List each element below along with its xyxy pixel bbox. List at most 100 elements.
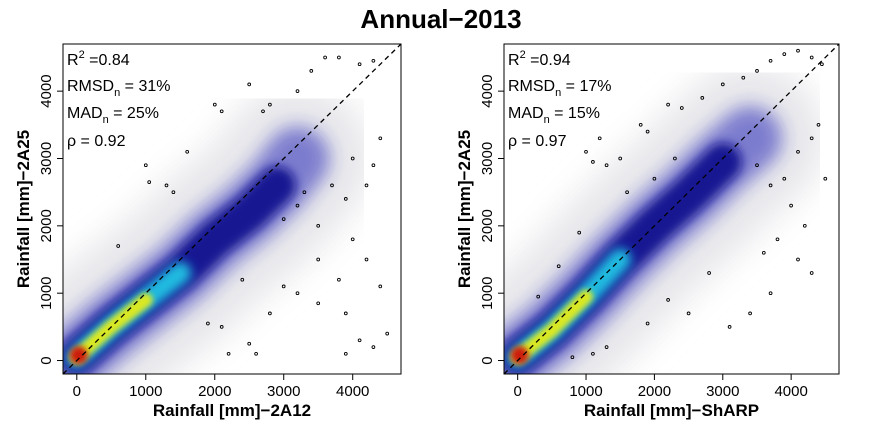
panel-2-outlier-point [809, 136, 814, 141]
panel-1-outlier-point [116, 244, 121, 248]
panel-1-outlier-point [185, 149, 190, 154]
panel-2-outlier-point [796, 149, 800, 154]
panel-2-outlier-point [604, 163, 609, 168]
panel-2-stat-r2: R2 =0.94 [508, 49, 571, 69]
panel-2-outlier-point [796, 48, 800, 53]
panel-2-outlier-point [652, 176, 657, 181]
panel-2-outlier-point [796, 257, 800, 262]
panel-1-outlier-point [281, 217, 286, 221]
panel-2-density-peak [510, 346, 529, 365]
panel-2-outlier-point [625, 190, 629, 195]
panel-2-outlier-point [809, 271, 814, 275]
panel-2-outlier-point [666, 298, 670, 302]
panel-2-density-yellow [510, 289, 593, 365]
panel-1-outlier-point [206, 321, 210, 326]
panel-1-outlier-point [378, 284, 383, 289]
panel-1-outlier-point [371, 345, 376, 349]
panel-1-y-tick-label: 3000 [38, 142, 55, 175]
panel-1-outlier-point [147, 180, 152, 184]
panel-1-y-tick-label: 1000 [38, 276, 55, 309]
panel-1-stat-rho: ρ = 0.92 [67, 133, 126, 150]
panel-1-x-tick-label: 1000 [129, 383, 162, 400]
panel-2-outlier-point [816, 122, 821, 127]
panel-1-x-tick-label: 3000 [267, 383, 300, 400]
panel-1-outlier-point [343, 351, 348, 356]
panel-2-outlier-point [591, 160, 595, 164]
panel-1-outlier-point [350, 237, 355, 242]
panel-2-outlier-point [768, 291, 773, 296]
panel-2-outlier-point [823, 176, 828, 181]
panel-2-outlier-point [782, 52, 787, 56]
panel-1-outlier-point [219, 109, 224, 114]
panel-2-outlier-point [536, 294, 541, 299]
panel-1-y-tick-label: 0 [38, 356, 55, 364]
panel-1-outlier-point [309, 69, 314, 73]
panel-2-x-tick-label: 2000 [638, 383, 671, 400]
panel-1-outlier-point [378, 136, 383, 141]
panel-1-outlier-point [295, 203, 300, 208]
panel-2-outlier-point [673, 156, 677, 161]
panel-2-plot-frame [503, 43, 840, 375]
panel-2-outlier-point [761, 250, 766, 255]
panel-2-outlier-point [604, 345, 609, 349]
panel-2-outlier-point [556, 264, 561, 269]
panel-1-outlier-point [385, 331, 390, 336]
panel-2-outlier-point [707, 271, 711, 275]
panel-1-y-tick-label: 2000 [38, 209, 55, 242]
panel-1-outlier-point [240, 277, 245, 282]
panel-2-outlier-point [748, 311, 752, 316]
panel-2-y-tick-label: 2000 [479, 209, 496, 242]
panel-1-plot-frame [62, 43, 402, 375]
panel-2-outlier-point [638, 122, 643, 127]
panel-1-outlier-point [261, 109, 265, 114]
panel-1-stat-mad: MADn = 25% [67, 105, 159, 126]
panel-2-outlier-point [741, 75, 746, 80]
panel-2-outlier-point [720, 82, 725, 87]
panel-1-y-axis-title: Rainfall [mm]−2A25 [14, 130, 33, 288]
panel-2-outlier-point [686, 311, 691, 316]
panel-1-outlier-point [212, 102, 217, 107]
panel-1-outlier-point [295, 291, 300, 296]
panel-2-x-tick-label: 0 [514, 383, 522, 400]
panel-1-y-tick-label: 4000 [38, 74, 55, 107]
panel-1-outlier-point [371, 163, 376, 168]
panel-2-outlier-point [618, 156, 623, 161]
panel-1-outlier-point [254, 351, 258, 356]
panel-1-stat-rmsd: RMSDn = 31% [67, 78, 171, 99]
panel-1-outlier-point [371, 58, 376, 63]
panel-2-y-tick-label: 0 [479, 356, 496, 364]
panel-1-outlier-point [226, 351, 231, 356]
panel-1-outlier-point [281, 284, 286, 289]
panel-1-outlier-point [357, 62, 362, 67]
panel-1-outlier-point [295, 89, 300, 93]
panel-2-outlier-point [789, 203, 793, 208]
panel-1-outlier-point [164, 183, 169, 188]
panel-2-outlier-point [700, 96, 705, 100]
panel-2-outlier-point [782, 176, 787, 181]
panel-1-outlier-point [330, 183, 334, 188]
panel-2-outlier-point [666, 102, 670, 107]
panel-2-y-tick-label: 4000 [479, 74, 496, 107]
panel-2-outlier-point [645, 321, 650, 326]
panel-1-outlier-point [268, 311, 272, 316]
panel-1-outlier-point [357, 338, 362, 343]
panel-1-outlier-point [268, 102, 272, 107]
panel-1-x-axis-title: Rainfall [mm]−2A12 [153, 401, 311, 420]
panel-1-outlier-point [337, 55, 341, 60]
panel-2-outlier-point [645, 129, 650, 134]
panel-2-outlier-point [755, 69, 759, 73]
panel-1-outlier-point [247, 82, 252, 87]
panel-2-y-axis-title: Rainfall [mm]−2A25 [455, 130, 474, 288]
panel-1-x-tick-label: 4000 [336, 383, 369, 400]
panel-1-outlier-point [343, 197, 348, 201]
panel-2-outlier-point [597, 136, 602, 141]
panel-2-outlier-point [768, 58, 773, 63]
panel-1-outlier-point [337, 277, 341, 282]
panel-1-outlier-point [323, 55, 327, 60]
panel-2-x-tick-label: 1000 [569, 383, 602, 400]
panel-1-density-peak [69, 346, 88, 365]
panel-2-stat-mad: MADn = 15% [508, 105, 600, 126]
panel-2-stat-rho: ρ = 0.97 [508, 133, 567, 150]
panel-2-outlier-point [775, 237, 780, 242]
